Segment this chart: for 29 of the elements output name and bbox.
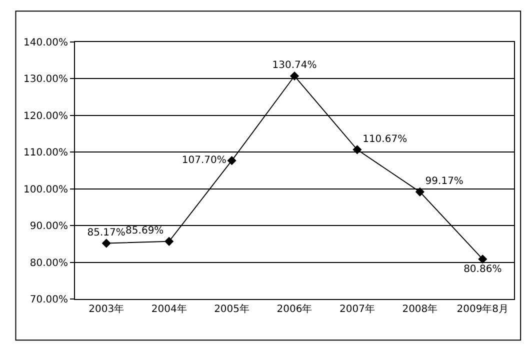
data-label: 107.70% xyxy=(182,155,226,166)
data-label: 80.86% xyxy=(464,264,502,276)
y-tick-label: 120.00% xyxy=(24,110,68,122)
point xyxy=(352,145,362,154)
point xyxy=(164,236,174,246)
y-tick-label: 130.00% xyxy=(24,74,68,86)
x-tick-label: 2009年8月 xyxy=(456,303,509,315)
data-label: 85.69% xyxy=(126,226,164,237)
data-label: 110.67% xyxy=(362,134,408,145)
x-tick-label: 2006年 xyxy=(276,303,312,315)
y-tick-label: 80.00% xyxy=(30,258,68,269)
point xyxy=(478,254,488,264)
y-tick-label: 140.00% xyxy=(24,38,68,48)
x-tick-label: 2004年 xyxy=(151,303,187,315)
y-tick-label: 70.00% xyxy=(30,294,68,306)
x-tick-label: 2003年 xyxy=(88,303,124,315)
y-tick-label: 90.00% xyxy=(30,221,68,232)
data-label: 130.74% xyxy=(272,60,317,72)
y-tick-label: 100.00% xyxy=(24,184,68,196)
x-tick-label: 2007年 xyxy=(339,303,375,315)
data-label: 99.17% xyxy=(425,176,464,188)
x-tick-label: 2005年 xyxy=(214,303,250,315)
x-tick-label: 2008年 xyxy=(402,303,438,315)
data-label: 85.17% xyxy=(87,227,126,238)
point xyxy=(102,238,111,248)
point xyxy=(415,187,424,196)
point xyxy=(227,156,236,166)
y-tick-label: 110.00% xyxy=(24,148,68,159)
point xyxy=(290,71,300,81)
